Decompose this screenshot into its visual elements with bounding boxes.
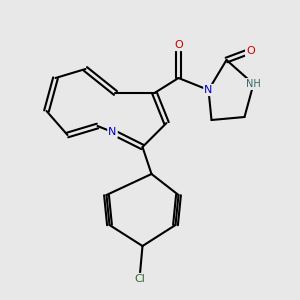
Text: O: O (246, 46, 255, 56)
Text: N: N (108, 127, 117, 137)
Text: O: O (174, 40, 183, 50)
Text: NH: NH (246, 79, 261, 89)
Text: Cl: Cl (134, 274, 145, 284)
Text: N: N (204, 85, 213, 95)
